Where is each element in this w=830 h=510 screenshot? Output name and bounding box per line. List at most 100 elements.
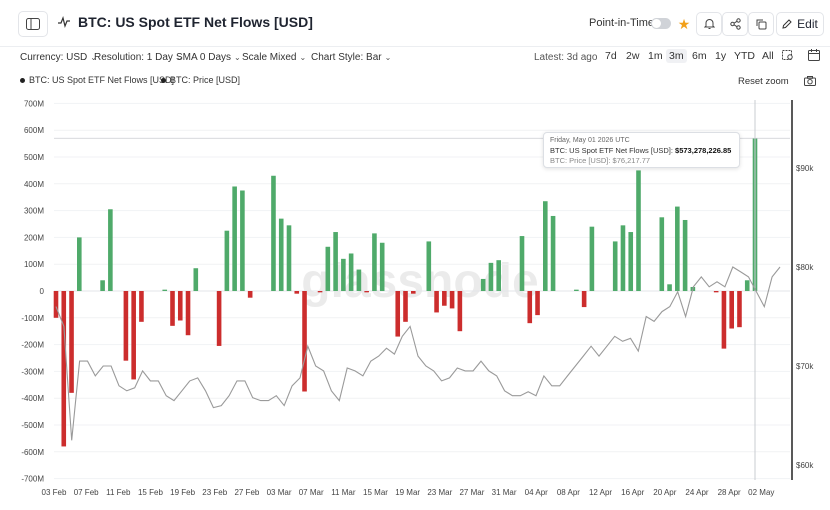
y-left-tick-label: -500M bbox=[21, 421, 44, 430]
y-right-tick-label: $60k bbox=[796, 461, 814, 470]
outflow-bar bbox=[69, 291, 74, 393]
inflow-bar bbox=[496, 260, 501, 291]
inflow-bar bbox=[271, 175, 276, 291]
y-left-tick-label: -200M bbox=[21, 341, 44, 350]
inflow-bar bbox=[100, 280, 105, 291]
chevron-down-icon: ⌄ bbox=[175, 53, 183, 62]
range-1m[interactable]: 1m bbox=[648, 50, 663, 62]
custom-range-icon[interactable] bbox=[779, 48, 797, 65]
y-left-tick-label: 500M bbox=[24, 153, 44, 162]
chart-style-select[interactable]: Chart Style: Bar ⌄ bbox=[311, 52, 391, 63]
sma-select[interactable]: SMA 0 Days ⌄ bbox=[176, 52, 241, 63]
camera-icon[interactable] bbox=[804, 76, 816, 89]
bell-icon[interactable] bbox=[696, 12, 722, 36]
currency-select[interactable]: Currency: USD ⌄ bbox=[20, 52, 97, 63]
chart-style-select-label: Chart Style: Bar bbox=[311, 52, 382, 63]
line-chart-icon bbox=[58, 16, 70, 28]
inflow-bar bbox=[325, 246, 331, 291]
reset-zoom-button[interactable]: Reset zoom bbox=[738, 76, 789, 87]
range-7d[interactable]: 7d bbox=[605, 50, 617, 62]
outflow-bar bbox=[721, 291, 727, 349]
range-ytd[interactable]: YTD bbox=[734, 50, 755, 62]
x-tick-label: 07 Mar bbox=[299, 488, 324, 497]
duplicate-icon[interactable] bbox=[748, 12, 774, 36]
inflow-bar bbox=[620, 225, 626, 291]
x-tick-label: 27 Feb bbox=[234, 488, 259, 497]
inflow-bar bbox=[240, 190, 245, 291]
inflow-bar bbox=[675, 206, 680, 291]
chart-controls: Currency: USD ⌄ Resolution: 1 Day ⌄ SMA 0 … bbox=[0, 46, 830, 68]
scale-select-label: Scale Mixed bbox=[242, 52, 297, 63]
scale-select[interactable]: Scale Mixed ⌄ bbox=[242, 52, 306, 63]
outflow-bar bbox=[317, 291, 323, 293]
x-tick-label: 23 Mar bbox=[427, 488, 452, 497]
sidebar-toggle-icon[interactable] bbox=[18, 11, 48, 37]
sma-select-label: SMA 0 Days bbox=[176, 52, 232, 63]
range-2w[interactable]: 2w bbox=[626, 50, 640, 62]
y-left-tick-label: -100M bbox=[21, 314, 44, 323]
share-icon[interactable] bbox=[722, 12, 748, 36]
y-left-tick-label: 0 bbox=[40, 287, 45, 296]
tooltip-date: Friday, May 01 2026 UTC bbox=[550, 137, 630, 144]
tooltip-price-label: BTC: Price [USD]: bbox=[550, 156, 611, 165]
inflow-bar bbox=[543, 201, 548, 291]
x-tick-label: 12 Apr bbox=[589, 488, 612, 497]
y-left-tick-label: -400M bbox=[21, 394, 44, 403]
range-3m[interactable]: 3m bbox=[666, 49, 687, 63]
chevron-down-icon: ⌄ bbox=[234, 53, 241, 62]
outflow-bar bbox=[713, 291, 719, 293]
tooltip-price-value: $76,217.77 bbox=[612, 156, 651, 165]
x-tick-label: 11 Mar bbox=[331, 488, 356, 497]
x-tick-label: 31 Mar bbox=[492, 488, 517, 497]
resolution-select[interactable]: Resolution: 1 Day ⌄ bbox=[94, 52, 183, 63]
outflow-bar bbox=[294, 291, 300, 294]
x-tick-label: 08 Apr bbox=[557, 488, 580, 497]
x-tick-label: 15 Feb bbox=[138, 488, 163, 497]
outflow-bar bbox=[434, 291, 439, 313]
range-6m[interactable]: 6m bbox=[692, 50, 707, 62]
inflow-bar bbox=[628, 232, 634, 291]
outflow-bar bbox=[216, 291, 222, 346]
point-in-time-toggle[interactable] bbox=[651, 18, 671, 29]
outflow-bar bbox=[177, 291, 183, 321]
y-right-tick-label: $70k bbox=[796, 362, 814, 371]
x-tick-label: 03 Feb bbox=[42, 488, 67, 497]
inflow-bar bbox=[379, 242, 385, 291]
outflow-bar bbox=[449, 291, 455, 309]
chart-tooltip: Friday, May 01 2026 UTC BTC: US Spot ETF… bbox=[543, 132, 740, 168]
legend-item-price-label: BTC: Price [USD] bbox=[170, 75, 241, 85]
legend-item-flows[interactable]: BTC: US Spot ETF Net Flows [USD] bbox=[20, 75, 174, 85]
inflow-bar bbox=[667, 284, 672, 291]
inflow-bar bbox=[348, 253, 354, 291]
range-all[interactable]: All bbox=[762, 50, 774, 62]
x-tick-label: 19 Feb bbox=[170, 488, 195, 497]
x-tick-label: 28 Apr bbox=[718, 488, 741, 497]
favorite-star-icon[interactable]: ★ bbox=[672, 12, 696, 36]
inflow-bar bbox=[682, 219, 688, 291]
calendar-icon[interactable] bbox=[805, 48, 823, 65]
inflow-bar bbox=[193, 268, 199, 291]
x-tick-label: 11 Feb bbox=[106, 488, 131, 497]
outflow-bar bbox=[170, 291, 175, 326]
legend-dot-icon bbox=[20, 77, 25, 83]
chart-plot[interactable]: glassnode700M600M500M400M300M200M100M0-1… bbox=[0, 92, 830, 510]
outflow-bar bbox=[139, 291, 144, 322]
outflow-bar bbox=[185, 291, 191, 336]
currency-select-label: Currency: USD bbox=[20, 52, 88, 63]
outflow-bar bbox=[364, 291, 369, 293]
legend-dot-icon bbox=[161, 77, 166, 83]
x-tick-label: 16 Apr bbox=[621, 488, 644, 497]
inflow-bar bbox=[589, 226, 595, 291]
outflow-bar bbox=[442, 291, 447, 306]
inflow-bar bbox=[333, 232, 338, 291]
outflow-bar bbox=[410, 291, 416, 294]
outflow-bar bbox=[535, 291, 540, 316]
outflow-bar bbox=[247, 291, 253, 298]
legend-item-price[interactable]: BTC: Price [USD] bbox=[161, 75, 240, 85]
legend-item-flows-label: BTC: US Spot ETF Net Flows [USD] bbox=[29, 75, 175, 85]
range-1y[interactable]: 1y bbox=[715, 50, 727, 62]
edit-button[interactable]: Edit bbox=[776, 12, 824, 36]
y-left-tick-label: 300M bbox=[24, 207, 44, 216]
chevron-down-icon: ⌄ bbox=[90, 53, 97, 62]
inflow-bar bbox=[341, 258, 346, 291]
